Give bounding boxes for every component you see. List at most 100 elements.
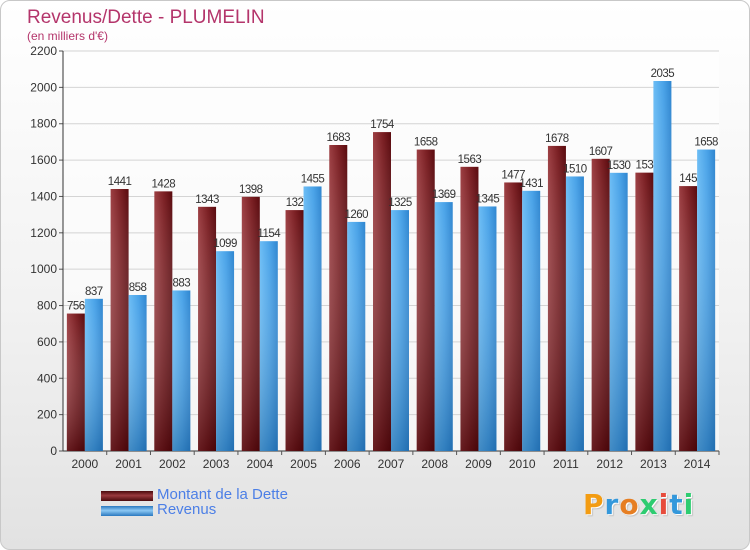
data-label: 1369 xyxy=(432,189,456,201)
data-label: 756 xyxy=(67,301,85,313)
x-tick-label: 2004 xyxy=(246,457,273,471)
bar-dette-shade xyxy=(460,166,479,451)
data-label: 2035 xyxy=(651,68,675,80)
y-tick-label: 800 xyxy=(37,299,57,313)
bar-dette-shade xyxy=(679,186,698,451)
data-label: 1683 xyxy=(326,132,350,144)
legend-label-dette: Montant de la Dette xyxy=(157,486,288,503)
data-label: 1607 xyxy=(589,146,613,158)
bar-dette-shade xyxy=(241,196,260,451)
bar-dette-shade xyxy=(329,145,348,451)
logo-letter: i xyxy=(658,488,670,521)
data-label: 1510 xyxy=(563,163,587,175)
bar-dette-shade xyxy=(635,172,654,452)
y-tick-label: 1600 xyxy=(30,153,57,167)
bar-revenus-shade xyxy=(172,290,191,451)
data-label: 1428 xyxy=(152,178,176,190)
logo-letter: t xyxy=(669,488,684,521)
data-label: 1477 xyxy=(501,169,525,181)
x-tick-label: 2001 xyxy=(115,457,142,471)
x-tick-label: 2014 xyxy=(684,457,711,471)
bar-revenus-shade xyxy=(565,176,584,452)
bar-dette-shade xyxy=(66,313,85,451)
data-label: 858 xyxy=(129,282,147,294)
bar-dette-shade xyxy=(154,191,173,451)
x-tick-label: 2006 xyxy=(334,457,361,471)
bar-dette-shade xyxy=(504,182,523,452)
data-label: 1431 xyxy=(519,178,543,190)
bar-revenus-shade xyxy=(259,241,278,451)
y-tick-label: 1800 xyxy=(30,117,57,131)
y-tick-label: 1200 xyxy=(30,226,57,240)
data-label: 1154 xyxy=(257,228,281,240)
bar-revenus-shade xyxy=(128,295,147,451)
data-label: 1345 xyxy=(476,193,500,205)
bar-revenus-shade xyxy=(347,221,366,451)
x-tick-label: 2008 xyxy=(421,457,448,471)
data-label: 132 xyxy=(286,197,304,209)
x-tick-label: 2011 xyxy=(553,457,579,471)
y-tick-label: 200 xyxy=(37,408,57,422)
bar-revenus-shade xyxy=(653,81,672,451)
data-label: 1441 xyxy=(108,176,132,188)
y-tick-label: 1000 xyxy=(30,262,57,276)
y-tick-label: 400 xyxy=(37,371,57,385)
x-tick-label: 2013 xyxy=(640,457,667,471)
x-tick-label: 2000 xyxy=(72,457,99,471)
chart-title: Revenus/Dette - PLUMELIN xyxy=(27,7,265,28)
y-tick-label: 2200 xyxy=(30,44,57,58)
x-tick-label: 2005 xyxy=(290,457,317,471)
data-label: 1325 xyxy=(388,197,412,209)
data-label: 883 xyxy=(172,277,190,289)
bar-dette-shade xyxy=(110,189,129,451)
x-tick-label: 2012 xyxy=(596,457,623,471)
data-label: 153 xyxy=(636,160,654,172)
data-label: 145 xyxy=(679,173,697,185)
proxiti-logo: Proxiti xyxy=(583,488,694,521)
y-tick-label: 0 xyxy=(50,444,57,458)
logo-letter: r xyxy=(604,488,620,521)
chart-subtitle: (en milliers d'€) xyxy=(27,29,108,43)
data-label: 837 xyxy=(85,286,103,298)
x-tick-label: 2007 xyxy=(378,457,405,471)
bar-revenus-shade xyxy=(434,202,453,451)
bar-revenus-shade xyxy=(391,210,409,451)
y-tick-label: 2000 xyxy=(30,80,57,94)
legend-swatch-dette xyxy=(101,491,153,501)
logo-letter: x xyxy=(639,488,659,521)
logo-letter: P xyxy=(583,488,605,521)
data-label: 1658 xyxy=(414,137,438,149)
data-label: 1530 xyxy=(607,160,631,172)
x-tick-label: 2002 xyxy=(159,457,186,471)
y-tick-label: 600 xyxy=(37,335,57,349)
data-label: 1398 xyxy=(239,184,263,196)
bar-dette-shade xyxy=(373,132,391,451)
data-label: 1343 xyxy=(195,194,219,206)
bar-dette-shade xyxy=(198,206,217,451)
bar-revenus-shade xyxy=(609,172,628,451)
data-label: 1099 xyxy=(213,238,237,250)
logo-letter: o xyxy=(619,488,640,521)
bar-revenus-shade xyxy=(84,298,103,451)
bar-dette-shade xyxy=(285,210,304,451)
data-label: 1455 xyxy=(301,173,325,185)
bar-revenus-shade xyxy=(522,190,541,451)
y-tick-label: 1400 xyxy=(30,189,57,203)
data-label: 1678 xyxy=(545,133,569,145)
bar-revenus-shade xyxy=(216,251,235,451)
bar-dette-shade xyxy=(547,145,566,451)
bar-revenus-shade xyxy=(478,206,497,451)
bar-revenus-shade xyxy=(303,186,322,452)
data-label: 1260 xyxy=(344,209,368,221)
data-label: 1658 xyxy=(694,137,718,149)
legend-swatch-revenus xyxy=(101,506,153,516)
data-label: 1563 xyxy=(458,154,482,166)
x-tick-label: 2009 xyxy=(465,457,492,471)
x-tick-label: 2003 xyxy=(203,457,230,471)
bar-dette-shade xyxy=(591,158,610,451)
bar-dette-shade xyxy=(416,149,435,451)
legend-label-revenus: Revenus xyxy=(157,501,217,518)
data-label: 1754 xyxy=(370,119,395,131)
